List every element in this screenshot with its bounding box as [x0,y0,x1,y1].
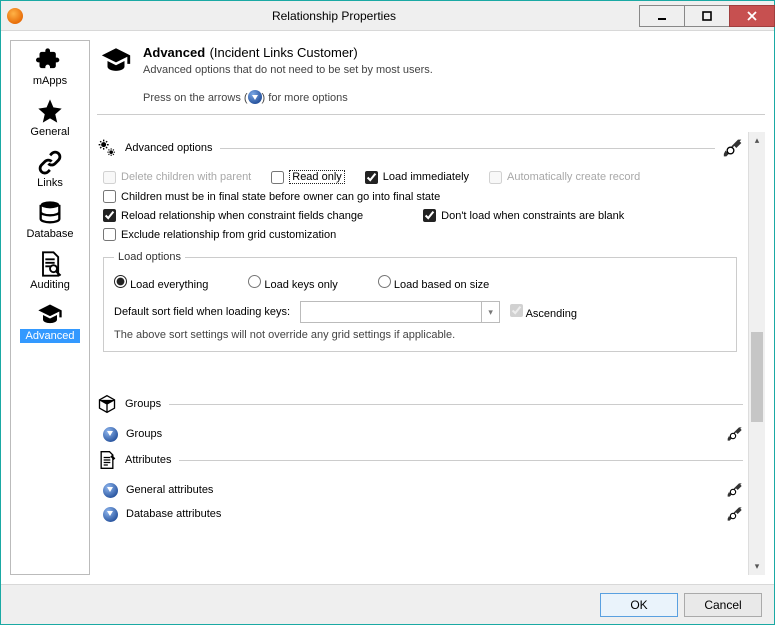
radio-load-everything[interactable]: Load everything [114,275,208,291]
options-action-icon[interactable] [727,506,743,522]
cube-icon [97,394,117,414]
checkbox-load-immediately[interactable]: Load immediately [365,171,469,184]
gradcap-icon [99,44,133,78]
expand-arrow-icon [103,507,118,522]
sidebar-item-advanced[interactable]: Advanced [11,296,89,347]
ok-button[interactable]: OK [600,593,678,617]
load-options-group: Load options Load everything Load keys o… [103,251,737,352]
titlebar: Relationship Properties [1,1,774,31]
checkbox-auto-create: Automatically create record [489,171,640,184]
maximize-button[interactable] [684,5,730,27]
options-action-icon[interactable] [727,426,743,442]
page-subtitle: (Incident Links Customer) [210,45,358,60]
checkbox-delete-children: Delete children with parent [103,171,251,184]
sidebar: mApps General Links Database Auditing Ad… [10,40,90,575]
scroll-thumb[interactable] [751,332,763,422]
close-button[interactable] [729,5,775,27]
checkbox-exclude-grid[interactable]: Exclude relationship from grid customiza… [103,228,336,241]
sidebar-item-general[interactable]: General [11,92,89,143]
checkbox-ascending: Ascending [510,304,577,320]
scroll-down-icon[interactable]: ▾ [749,558,765,575]
load-options-note: The above sort settings will not overrid… [114,329,726,341]
expand-arrow-icon [248,90,262,104]
sort-field-label: Default sort field when loading keys: [114,306,290,318]
sidebar-item-mapps[interactable]: mApps [11,41,89,92]
vertical-scrollbar[interactable]: ▴ ▾ [748,132,765,575]
section-groups-header: Groups [97,394,743,414]
expand-arrow-icon [103,427,118,442]
section-advanced-header: Advanced options [97,138,743,158]
radio-load-size[interactable]: Load based on size [378,275,489,291]
page-title: Advanced [143,45,205,60]
gradcap-icon [36,301,64,329]
cancel-button[interactable]: Cancel [684,593,762,617]
star-icon [36,97,64,125]
window-title: Relationship Properties [29,9,639,23]
radio-load-keys[interactable]: Load keys only [248,275,337,291]
chain-icon [36,148,64,176]
page-hint: Press on the arrows () for more options [143,90,433,104]
scroll-up-icon[interactable]: ▴ [749,132,765,149]
expander-groups[interactable]: Groups [103,426,743,442]
minimize-button[interactable] [639,5,685,27]
sidebar-item-database[interactable]: Database [11,194,89,245]
app-icon [7,8,23,24]
page-description: Advanced options that do not need to be … [143,64,433,76]
checkbox-reload-constraint[interactable]: Reload relationship when constraint fiel… [103,209,363,222]
checkbox-dont-load-blank[interactable]: Don't load when constraints are blank [423,209,624,222]
sidebar-item-auditing[interactable]: Auditing [11,245,89,296]
content-scroll[interactable]: Advanced options Delete children with pa… [97,132,747,575]
chevron-down-icon: ▾ [481,302,499,322]
expander-general-attributes[interactable]: General attributes [103,482,743,498]
checkbox-children-final[interactable]: Children must be in final state before o… [103,190,440,203]
audit-icon [36,250,64,278]
puzzle-icon [36,46,64,74]
options-action-icon[interactable] [723,138,743,158]
expand-arrow-icon [103,483,118,498]
gears-icon [97,138,117,158]
window: Relationship Properties mApps General Li… [0,0,775,625]
page-header: Advanced (Incident Links Customer) Advan… [97,40,765,112]
checkbox-read-only[interactable]: Read only [271,170,345,184]
options-action-icon[interactable] [727,482,743,498]
expander-database-attributes[interactable]: Database attributes [103,506,743,522]
sidebar-item-links[interactable]: Links [11,143,89,194]
section-attributes-header: Attributes [97,450,743,470]
dialog-footer: OK Cancel [1,584,774,624]
document-edit-icon [97,450,117,470]
sort-field-select[interactable]: ▾ [300,301,500,323]
database-icon [36,199,64,227]
